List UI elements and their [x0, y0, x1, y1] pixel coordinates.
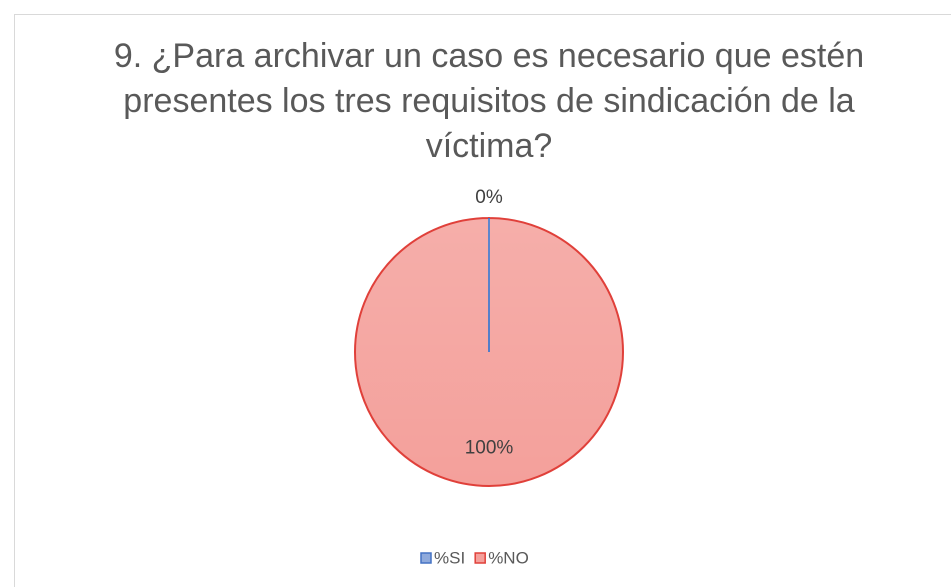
- legend-label: %NO: [488, 548, 529, 567]
- legend-label: %SI: [434, 548, 465, 567]
- legend-marker: [474, 552, 486, 564]
- chart-title: 9. ¿Para archivar un caso es necesario q…: [113, 37, 865, 165]
- data-label: 0%: [475, 187, 503, 208]
- data-label: 100%: [465, 437, 514, 458]
- legend-marker: [420, 552, 432, 564]
